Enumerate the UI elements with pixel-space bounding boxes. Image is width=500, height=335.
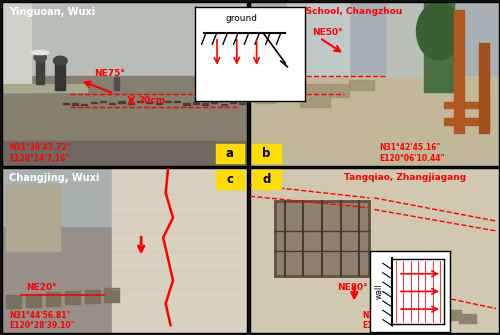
- Bar: [262, 74, 278, 84]
- Bar: [174, 102, 180, 103]
- Bar: [350, 80, 374, 90]
- Text: d: d: [262, 173, 271, 186]
- Bar: [184, 103, 190, 105]
- Bar: [444, 102, 488, 109]
- Bar: [192, 101, 199, 103]
- Bar: [255, 84, 275, 104]
- Text: 20cm: 20cm: [138, 96, 166, 105]
- Bar: [275, 201, 370, 275]
- Bar: [63, 101, 69, 103]
- Bar: [156, 102, 162, 104]
- Ellipse shape: [32, 51, 49, 55]
- Text: N31°42'45.16"
E120°06'10.44": N31°42'45.16" E120°06'10.44": [379, 143, 444, 162]
- Text: N31°49'8.64"
E120°38'20.10": N31°49'8.64" E120°38'20.10": [362, 311, 428, 330]
- Bar: [6, 185, 60, 251]
- Text: Tangqiao, Zhangjiagang: Tangqiao, Zhangjiagang: [344, 173, 467, 182]
- Bar: [212, 103, 218, 104]
- Bar: [65, 291, 80, 304]
- Bar: [239, 103, 246, 105]
- Text: a: a: [226, 147, 234, 160]
- Bar: [104, 288, 119, 302]
- Bar: [386, 2, 432, 76]
- Bar: [85, 290, 100, 303]
- Bar: [252, 170, 281, 189]
- Bar: [128, 103, 134, 105]
- Bar: [26, 294, 40, 307]
- Text: Changjing, Wuxi: Changjing, Wuxi: [9, 173, 99, 183]
- Bar: [300, 84, 330, 107]
- Bar: [444, 310, 461, 320]
- Bar: [230, 102, 236, 103]
- Bar: [46, 292, 60, 306]
- Text: N31°44'56.81"
E120°28'39.10": N31°44'56.81" E120°28'39.10": [9, 311, 74, 330]
- Text: NE20°: NE20°: [26, 283, 56, 292]
- Text: 30cm: 30cm: [252, 79, 280, 88]
- Bar: [478, 43, 488, 133]
- Bar: [82, 101, 87, 102]
- Bar: [90, 101, 96, 102]
- Text: N31°39'47.72"
E120°14'7.16": N31°39'47.72" E120°14'7.16": [9, 143, 70, 162]
- Bar: [118, 101, 124, 103]
- Text: c: c: [226, 173, 234, 186]
- Text: wall: wall: [375, 284, 384, 299]
- Bar: [202, 102, 208, 103]
- Bar: [424, 2, 454, 92]
- Text: NE75°: NE75°: [94, 69, 126, 77]
- Bar: [216, 170, 244, 189]
- Bar: [275, 201, 370, 275]
- Bar: [454, 10, 464, 133]
- Bar: [458, 314, 476, 323]
- Text: Honglian School, Changzhou: Honglian School, Changzhou: [258, 7, 402, 16]
- Bar: [6, 295, 21, 308]
- Bar: [444, 118, 488, 125]
- Circle shape: [34, 53, 46, 62]
- Bar: [429, 307, 446, 317]
- Bar: [275, 84, 299, 100]
- Text: ground: ground: [225, 14, 257, 23]
- Bar: [36, 61, 44, 84]
- Bar: [288, 2, 350, 76]
- Bar: [220, 103, 226, 104]
- Bar: [100, 103, 106, 105]
- Bar: [216, 144, 244, 162]
- Bar: [114, 77, 119, 90]
- Bar: [330, 84, 349, 97]
- Bar: [252, 144, 281, 162]
- Ellipse shape: [260, 74, 290, 87]
- Text: b: b: [262, 147, 271, 160]
- Bar: [2, 84, 88, 92]
- Text: Yinguoan, Wuxi: Yinguoan, Wuxi: [9, 7, 95, 17]
- Bar: [137, 104, 143, 105]
- Bar: [109, 104, 116, 105]
- Bar: [72, 102, 78, 103]
- Bar: [56, 64, 65, 90]
- Bar: [146, 103, 152, 104]
- Text: NE80°: NE80°: [337, 283, 368, 292]
- Bar: [2, 2, 31, 92]
- Bar: [165, 102, 171, 103]
- Ellipse shape: [416, 2, 461, 60]
- Circle shape: [54, 56, 67, 65]
- Text: NE50°: NE50°: [312, 27, 343, 37]
